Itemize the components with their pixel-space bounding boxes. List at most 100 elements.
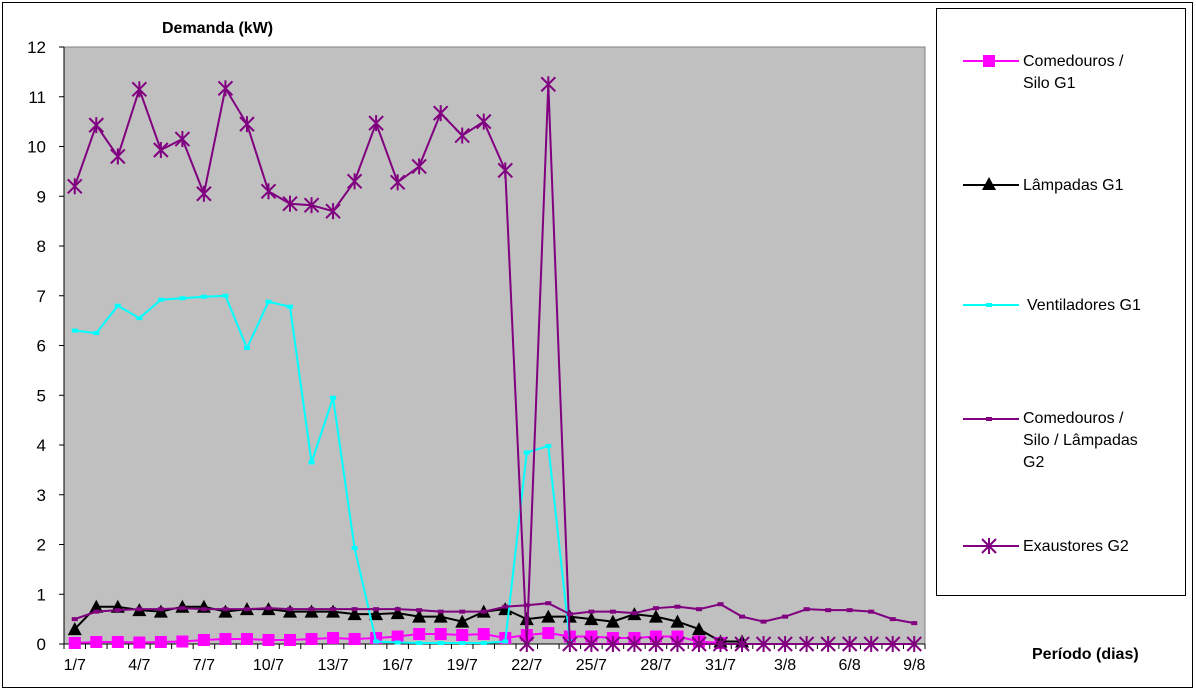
y-tick-label: 7 [37, 287, 46, 306]
data-point-star [540, 76, 557, 93]
data-point-star [669, 636, 686, 652]
y-tick-label: 10 [27, 138, 46, 157]
legend-label: Ventiladores G1 [1027, 297, 1141, 314]
data-point-square [434, 628, 447, 641]
legend-symbol-square [963, 55, 1019, 67]
data-point-dash [308, 460, 315, 465]
data-point-dash [394, 640, 401, 645]
data-point-dash [243, 607, 250, 612]
data-point-dash [868, 609, 875, 614]
data-point-dash [287, 304, 294, 309]
data-point-dash [825, 608, 832, 613]
data-point-triangle [541, 609, 556, 623]
data-point-triangle [369, 607, 384, 621]
data-point-triangle [691, 622, 706, 636]
x-tick-label: 7/7 [193, 657, 215, 674]
legend-label: Comedouros / Silo G1 [1023, 53, 1124, 92]
x-tick-label: 1/7 [64, 657, 86, 674]
data-point-square [154, 636, 167, 649]
series-line [73, 84, 915, 645]
data-point-square [219, 633, 232, 646]
data-point-dash [351, 545, 358, 550]
data-point-dash [200, 607, 207, 612]
y-tick-label: 3 [37, 486, 46, 505]
data-point-dash [523, 450, 530, 455]
data-point-dash [480, 609, 487, 614]
data-point-star [476, 113, 492, 130]
data-point-star [325, 203, 341, 220]
data-point-square [133, 636, 146, 649]
y-tick-label: 9 [37, 187, 46, 206]
data-point-triangle [605, 614, 620, 628]
data-point-star [798, 636, 815, 652]
x-tick-label: 13/7 [317, 657, 348, 674]
data-point-dash [437, 609, 444, 614]
data-point-dash [760, 619, 767, 624]
data-point-dash [803, 607, 810, 612]
data-point-star [389, 174, 406, 191]
data-point-star [110, 148, 126, 165]
data-point-star [88, 117, 104, 134]
data-point-dash [739, 614, 746, 619]
legend-label: Exaustores G2 [1023, 538, 1129, 555]
data-point-star [239, 116, 255, 133]
data-point-dash [609, 609, 616, 614]
data-point-triangle [648, 609, 663, 623]
data-point-star [411, 158, 427, 175]
data-point-square [176, 635, 189, 648]
legend-symbol-triangle [963, 177, 1019, 190]
data-point-dash [330, 607, 337, 612]
data-point-star [432, 105, 449, 122]
data-point-dash [782, 614, 789, 619]
legend-label: Comedouros / Silo / Lâmpadas G2 [1023, 410, 1138, 471]
data-point-star [454, 127, 470, 144]
data-point-dash [502, 604, 509, 609]
data-point-dash [545, 443, 552, 448]
data-point-star [820, 636, 836, 652]
data-point-dash [373, 607, 380, 612]
data-point-square [111, 636, 124, 649]
x-tick-label: 22/7 [511, 657, 542, 674]
data-point-square [327, 632, 340, 645]
data-point-dash [502, 639, 509, 644]
x-tick-label: 4/7 [128, 657, 150, 674]
x-tick-label: 3/8 [774, 657, 796, 674]
y-tick-label: 11 [28, 88, 46, 107]
y-tick-label: 8 [37, 237, 46, 256]
data-point-dash [71, 328, 78, 333]
data-point-triangle [89, 599, 104, 613]
y-tick-label: 4 [37, 436, 46, 455]
y-tick-label: 1 [37, 585, 46, 604]
y-tick-label: 12 [27, 38, 46, 57]
x-tick-label: 25/7 [576, 657, 607, 674]
x-tick-label: 9/8 [903, 657, 925, 674]
data-point-triangle [390, 606, 405, 620]
data-point-dash [373, 639, 380, 644]
data-point-star [863, 636, 879, 652]
data-point-dash [93, 609, 100, 614]
data-point-star [282, 195, 298, 212]
legend-symbol-dash [963, 417, 1019, 421]
y-tick-label: 6 [37, 337, 46, 356]
data-point-dash [695, 607, 702, 612]
data-point-square [90, 636, 103, 649]
data-point-star [885, 636, 901, 652]
data-point-square [413, 628, 426, 641]
data-point-dash [71, 617, 78, 622]
data-point-dash [308, 607, 315, 612]
data-point-star [303, 197, 320, 214]
data-point-star [648, 636, 664, 652]
data-point-square [391, 630, 404, 643]
data-point-star [174, 131, 191, 148]
data-point-dash [631, 611, 638, 616]
data-point-dash [330, 395, 337, 400]
data-point-star [734, 636, 750, 652]
data-point-dash [200, 294, 207, 299]
data-point-star [755, 636, 772, 652]
data-point-star [906, 636, 922, 652]
data-point-dash [523, 603, 530, 608]
data-point-star [497, 162, 513, 179]
data-point-dash [416, 608, 423, 613]
x-tick-label: 16/7 [382, 657, 413, 674]
